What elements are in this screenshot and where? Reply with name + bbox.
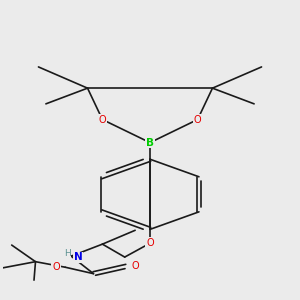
Text: N: N bbox=[74, 253, 82, 262]
Text: O: O bbox=[132, 261, 139, 271]
Text: O: O bbox=[99, 115, 106, 124]
Text: O: O bbox=[194, 115, 201, 124]
Text: O: O bbox=[52, 262, 60, 272]
Text: B: B bbox=[146, 138, 154, 148]
Text: H: H bbox=[64, 249, 70, 258]
Text: O: O bbox=[146, 238, 154, 248]
